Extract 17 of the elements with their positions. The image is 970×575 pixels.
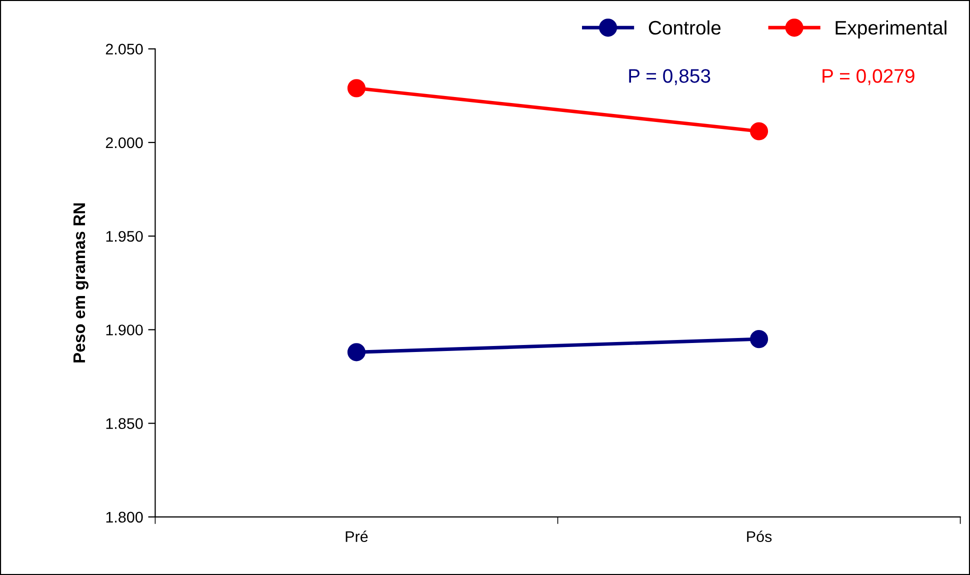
y-tick-label: 1.800: [106, 512, 143, 523]
legend-label: Controle: [648, 20, 721, 35]
legend-label: Experimental: [836, 20, 946, 38]
annotation: P = 0,0279: [822, 69, 914, 86]
annotation: P = 0,853: [629, 69, 710, 86]
x-tick-label: Pré: [346, 530, 368, 542]
point: [750, 330, 768, 348]
point: [347, 343, 366, 362]
x-tick-label: Pós: [747, 530, 772, 542]
y-tick-label: 2.050: [106, 44, 143, 55]
y-tick-label: 1.950: [106, 230, 143, 242]
y-axis-title: Peso em gramas RN: [74, 203, 88, 362]
point: [750, 122, 768, 140]
y-tick-label: 1.900: [106, 324, 143, 336]
point: [347, 79, 366, 98]
y-tick-label: 2.000: [106, 137, 143, 148]
y-tick-label: 1.850: [106, 418, 143, 429]
